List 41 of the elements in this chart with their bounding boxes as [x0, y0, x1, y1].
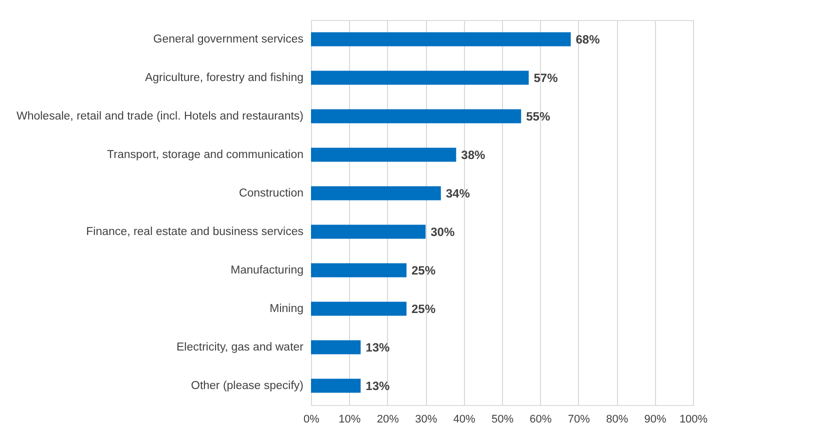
data-label: 34%: [446, 186, 470, 200]
y-tick-label: Other (please specify): [191, 380, 304, 392]
x-tick-label: 0%: [304, 414, 320, 426]
x-tick-label: 80%: [606, 414, 628, 426]
data-label: 13%: [366, 378, 390, 393]
x-tick-label: 100%: [679, 414, 708, 426]
data-label: 57%: [534, 70, 558, 85]
y-tick-label: Manufacturing: [230, 264, 304, 276]
bar: [311, 378, 361, 393]
bar: [311, 302, 406, 316]
y-tick-label: Construction: [238, 187, 304, 200]
data-label: 13%: [366, 340, 390, 354]
x-tick-label: 10%: [338, 414, 361, 426]
bar: [311, 340, 361, 354]
data-label: 38%: [461, 148, 486, 162]
x-tick-label: 70%: [568, 414, 590, 426]
bar: [311, 224, 426, 239]
y-tick-label: Wholesale, retail and trade (incl. Hotels and restaurants): [16, 110, 304, 122]
y-tick-label: Agriculture, forestry and fishing: [144, 72, 304, 84]
x-tick-label: 90%: [644, 414, 667, 426]
bar: [311, 109, 522, 124]
bar: [311, 32, 571, 46]
data-label: 25%: [412, 263, 436, 278]
y-tick-label: General government services: [153, 33, 304, 46]
bar: [311, 148, 456, 162]
y-tick-label: Transport, storage and communication: [107, 148, 304, 161]
y-tick-label: Electricity, gas and water: [176, 341, 304, 354]
data-label: 25%: [412, 302, 436, 316]
bar: [311, 70, 529, 85]
data-label: 30%: [430, 224, 455, 239]
x-tick-label: 50%: [491, 414, 514, 426]
bar: [311, 186, 441, 200]
x-tick-label: 60%: [530, 414, 552, 426]
x-tick-label: 20%: [376, 414, 400, 426]
y-tick-label: Mining: [270, 302, 304, 315]
y-tick-label: Finance, real estate and business services: [86, 226, 304, 238]
data-label: 68%: [576, 32, 600, 46]
data-label: 55%: [526, 109, 550, 124]
x-tick-label: 40%: [453, 414, 476, 426]
bar: [311, 263, 406, 278]
x-tick-label: 30%: [415, 414, 438, 426]
